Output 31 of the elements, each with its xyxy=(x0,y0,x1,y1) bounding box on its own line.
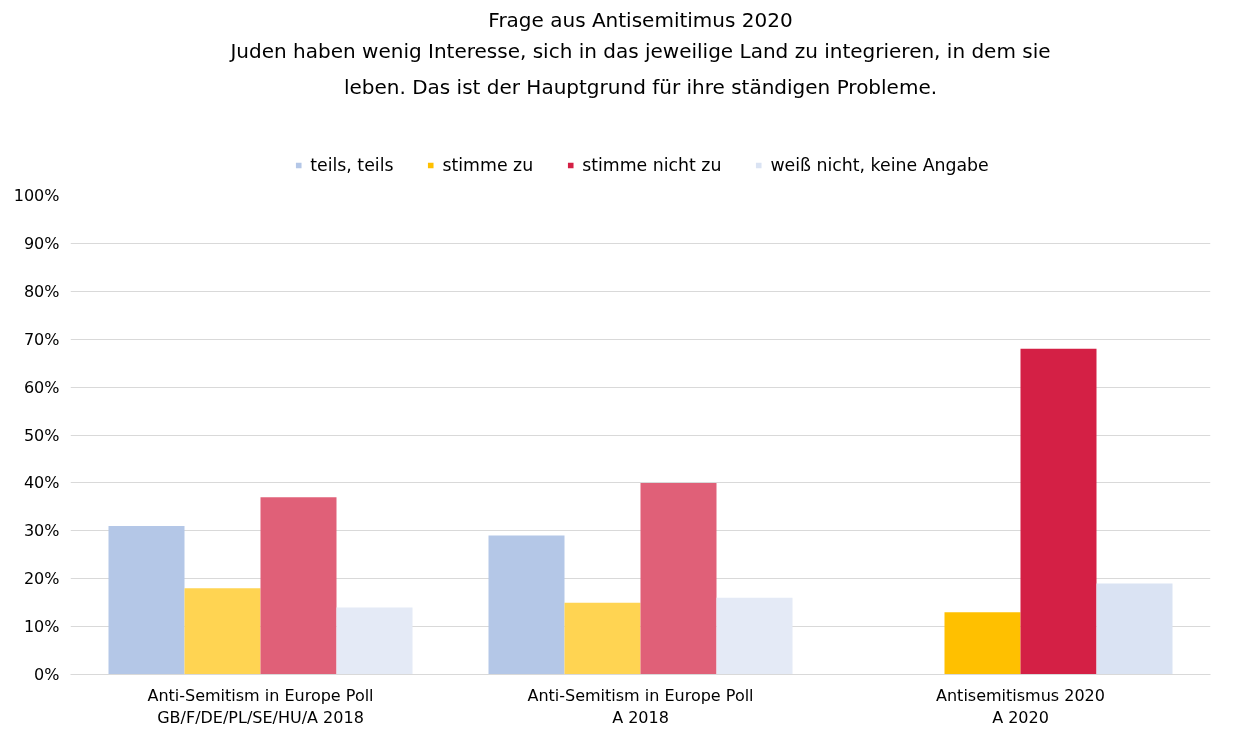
y-tick-label: 10% xyxy=(23,617,60,637)
y-tick-label: 0% xyxy=(34,665,60,684)
y-tick-label: 50% xyxy=(23,425,60,445)
legend-label: teils, teils xyxy=(310,155,394,175)
bar xyxy=(944,612,1021,675)
y-tick-label: 80% xyxy=(23,281,60,301)
y-tick-label: 100% xyxy=(13,186,60,205)
bar xyxy=(184,588,261,675)
chart-subtitle: Juden haben wenig Interesse, sich in das jeweilige Land zu integrieren, in dem sie leben. Das ist der Hauptgrund für ihre ständigen Probleme. xyxy=(228,39,1051,100)
legend-label: stimme nicht zu xyxy=(582,155,722,175)
bar xyxy=(1020,348,1097,675)
y-tick-label: 60% xyxy=(23,377,60,397)
bar xyxy=(488,535,565,675)
bar xyxy=(1096,583,1173,675)
bar xyxy=(564,602,641,675)
y-tick-label: 70% xyxy=(23,329,60,349)
y-tick-label: 40% xyxy=(23,473,60,493)
bar xyxy=(716,597,793,675)
legend-label: stimme zu xyxy=(442,155,534,175)
x-tick-label: Anti-Semitism in Europe Poll A 2018 xyxy=(527,685,754,728)
y-tick-label: 30% xyxy=(23,521,60,541)
chart-title: Frage aus Antisemitimus 2020 xyxy=(488,7,793,32)
bar xyxy=(336,607,413,675)
y-tick-label: 20% xyxy=(23,569,60,589)
bar xyxy=(640,482,717,675)
x-tick-label: Antisemitismus 2020 A 2020 xyxy=(936,685,1105,728)
bar xyxy=(108,526,185,675)
y-tick-label: 90% xyxy=(23,233,60,253)
x-tick-label: Anti-Semitism in Europe Poll GB/F/DE/PL/SE/HU/A 2018 xyxy=(147,685,374,728)
legend-label: weiß nicht, keine Angabe xyxy=(770,155,989,175)
bar xyxy=(260,497,337,675)
